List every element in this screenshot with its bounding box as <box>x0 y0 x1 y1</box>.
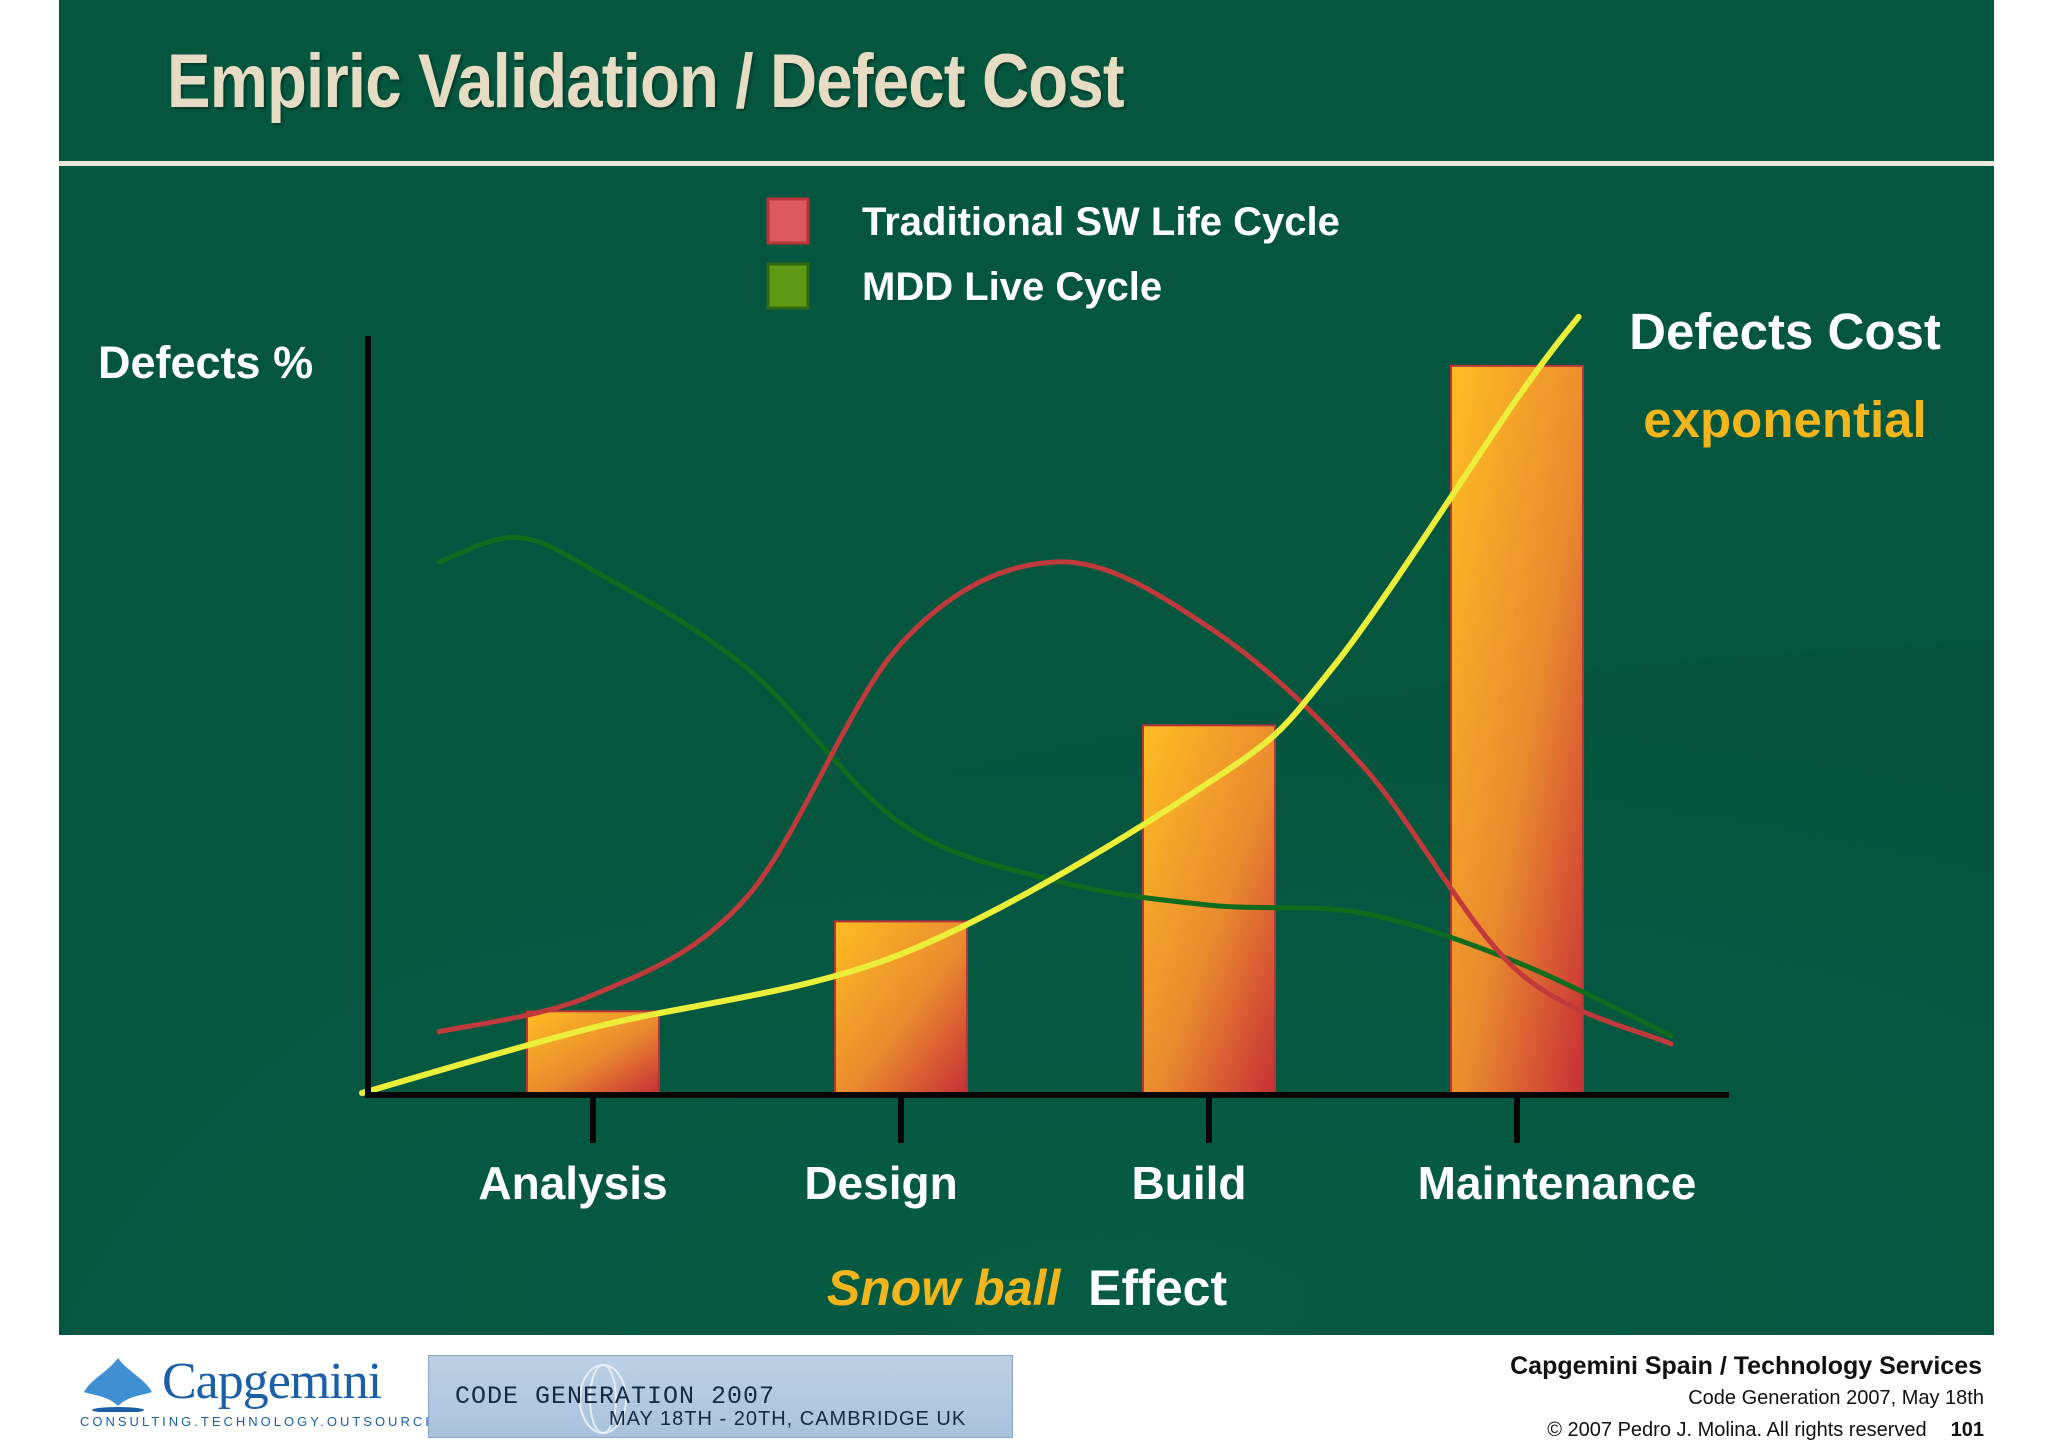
footer-company: Capgemini Spain / Technology Services <box>1510 1352 1982 1380</box>
banner-subtitle: MAY 18TH - 20TH, CAMBRIDGE UK <box>609 1408 967 1430</box>
logo-wordmark: Capgemini <box>162 1353 382 1410</box>
logo-tagline: CONSULTING.TECHNOLOGY.OUTSOURCING <box>80 1414 458 1429</box>
line-exponential <box>359 313 1582 1096</box>
snowball-rest: Effect <box>1088 1260 1227 1316</box>
capgemini-logo: Capgemini CONSULTING.TECHNOLOGY.OUTSOURC… <box>78 1352 454 1437</box>
spade-icon <box>84 1358 152 1412</box>
footer-event: Code Generation 2007, May 18th <box>1688 1387 1984 1409</box>
exponential-label: exponential <box>1643 391 1926 448</box>
bars-group <box>526 364 1584 1094</box>
bar-design <box>834 920 968 1094</box>
banner-ring-inner-icon <box>589 1364 617 1434</box>
page-number: 101 <box>1950 1419 1984 1441</box>
snowball-highlight: Snow ball <box>827 1260 1061 1316</box>
defects-cost-label: Defects Cost <box>1629 303 1941 360</box>
y-axis-label: Defects % <box>98 337 313 388</box>
footer-copyright-line: © 2007 Pedro J. Molina. All rights reser… <box>1547 1419 1984 1442</box>
x-tick-label-maintenance: Maintenance <box>1418 1157 1697 1209</box>
x-tick-label-design: Design <box>804 1157 957 1209</box>
slide-background <box>59 0 1994 1335</box>
banner-title: CODE GENERATION 2007 <box>455 1382 776 1411</box>
legend-swatch-mdd <box>766 262 810 310</box>
x-tick-label-analysis: Analysis <box>478 1157 667 1209</box>
chart: Traditional SW Life Cycle MDD Live Cycle… <box>98 197 1941 1316</box>
legend-swatch-traditional <box>766 197 810 245</box>
slide-title: Empiric Validation / Defect Cost <box>167 39 1125 124</box>
chart-legend: Traditional SW Life Cycle MDD Live Cycle <box>766 197 1340 310</box>
line-mdd-live-cycle <box>436 534 1674 1039</box>
x-ticks-group: Analysis Design Build Maintenance <box>478 1093 1696 1209</box>
legend-label-mdd: MDD Live Cycle <box>862 265 1162 309</box>
x-tick-label-build: Build <box>1132 1157 1247 1209</box>
footer-copyright: © 2007 Pedro J. Molina. All rights reser… <box>1547 1419 1927 1441</box>
line-traditional-sw-life-cycle <box>436 559 1674 1047</box>
bar-analysis <box>526 1010 660 1094</box>
legend-label-traditional: Traditional SW Life Cycle <box>862 200 1340 244</box>
code-generation-banner: CODE GENERATION 2007 MAY 18TH - 20TH, CA… <box>428 1355 1013 1438</box>
lines-group <box>359 313 1674 1096</box>
title-divider <box>59 161 1994 166</box>
footer <box>0 1335 2048 1447</box>
snowball-caption: Snow ball Effect <box>827 1260 1228 1316</box>
slide: Empiric Validation / Defect Cost <box>59 0 1994 1335</box>
